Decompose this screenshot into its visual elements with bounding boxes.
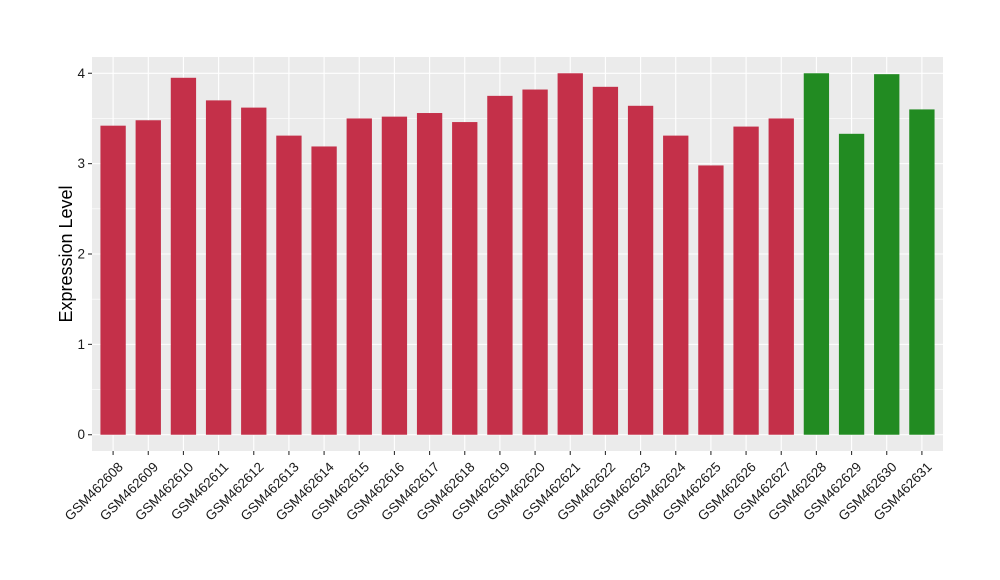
bar [733,126,759,435]
bar [627,105,654,435]
bar [346,118,372,435]
bar [909,109,935,435]
bar [381,116,408,435]
bar [768,118,794,435]
bar [241,107,267,435]
y-tick-label: 4 [77,66,85,81]
bar [452,122,478,435]
bar [698,165,724,435]
bar [311,146,337,435]
bar [135,120,161,435]
bars [100,73,935,435]
y-axis-title: Expression Level [56,185,76,322]
bar [838,133,865,435]
bar [205,100,232,435]
bar [170,77,197,435]
y-tick-label: 3 [77,156,85,171]
bar [803,73,830,435]
bar [100,125,126,435]
bar [416,113,443,435]
y-tick-label: 1 [77,337,85,352]
bar [663,135,689,435]
x-axis: GSM462608GSM462609GSM462610GSM462611GSM4… [62,451,935,524]
bar [592,86,619,435]
bar [522,89,548,435]
y-axis: 0 1 2 3 4 [77,66,92,442]
bar [874,74,900,435]
bar [276,135,302,435]
y-tick-label: 0 [77,427,85,442]
bar [557,73,583,435]
y-tick-label: 2 [77,247,85,262]
bar [487,95,513,435]
